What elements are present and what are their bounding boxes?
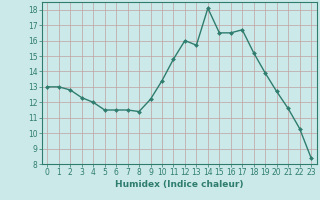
X-axis label: Humidex (Indice chaleur): Humidex (Indice chaleur) [115, 180, 244, 189]
